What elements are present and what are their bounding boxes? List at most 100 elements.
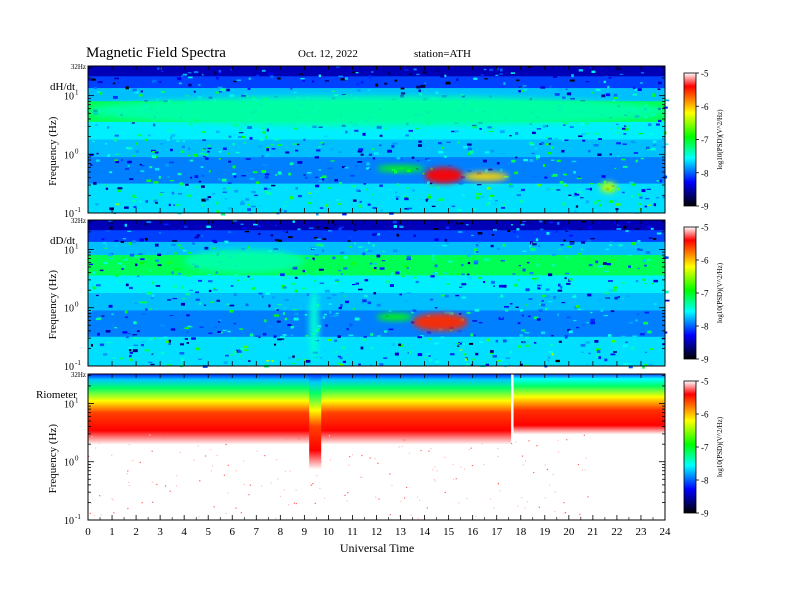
x-tick-label: 22: [611, 526, 622, 538]
background-band: [88, 293, 665, 312]
x-tick-label: 20: [563, 526, 575, 538]
colorbar-tick-label: -9: [701, 355, 709, 365]
x-tick-label: 23: [635, 526, 647, 538]
riometer-band: [513, 374, 665, 435]
page-title: Magnetic Field Spectra: [86, 45, 226, 61]
y-tick-exponent: 1: [75, 242, 79, 250]
y-axis-ticks: [88, 221, 665, 367]
colorbar-tick-label: -9: [701, 509, 709, 519]
y-axis-label: Frequency (Hz): [47, 116, 59, 186]
y-tick-label: 10: [64, 209, 74, 220]
x-tick-label: 12: [371, 526, 382, 538]
panel-label: dH/dt: [50, 81, 75, 93]
x-tick-label: 21: [587, 526, 598, 538]
background-band: [88, 121, 665, 140]
station-label: station=ATH: [414, 48, 471, 60]
y-tick-label: 10: [64, 150, 74, 161]
y-tick-exponent: -1: [75, 359, 81, 367]
x-tick-label: 0: [85, 526, 91, 538]
colorbar-tick-label: -5: [701, 69, 709, 79]
colorbar-label: log10(PSD)(V^2/Hz): [716, 416, 724, 477]
x-tick-label: 3: [157, 526, 163, 538]
y-tick-exponent: 1: [75, 396, 79, 404]
riometer-band: [88, 374, 512, 445]
y-tick-label: 10: [64, 362, 74, 373]
noise-texture: [88, 220, 670, 369]
y-axis-ticks: [88, 375, 665, 521]
y-tick-exponent: 0: [75, 147, 79, 155]
y-axis-label: Frequency (Hz): [47, 270, 59, 340]
date-label: Oct. 12, 2022: [298, 48, 358, 60]
x-tick-label: 16: [467, 526, 479, 538]
colorbar-label: log10(PSD)(V^2/Hz): [716, 262, 724, 323]
riometer-band: [309, 374, 322, 470]
y-tick-label: 10: [64, 458, 74, 469]
y-tick-label: 10: [64, 516, 74, 527]
y-top-label: 32Hz: [71, 63, 86, 71]
colorbar-tick-label: -7: [701, 443, 709, 453]
colorbar-tick-label: -8: [701, 322, 709, 332]
x-tick-label: 2: [133, 526, 139, 538]
panel-label: Riometer: [36, 389, 77, 401]
y-tick-exponent: -1: [75, 206, 81, 214]
x-tick-label: 10: [323, 526, 335, 538]
colorbar-gradient: [683, 226, 697, 360]
x-tick-label: 18: [515, 526, 527, 538]
background-band: [88, 230, 665, 243]
background-band: [88, 255, 665, 276]
x-tick-label: 11: [347, 526, 358, 538]
colorbar-tick-label: -5: [701, 223, 709, 233]
y-top-label: 32Hz: [71, 217, 86, 225]
colorbar-tick-label: -6: [701, 410, 709, 420]
panel-label: dD/dt: [50, 235, 75, 247]
colorbar-label: log10(PSD)(V^2/Hz): [716, 109, 724, 170]
noise-texture: [88, 66, 670, 216]
colorbar-tick-label: -9: [701, 202, 709, 212]
spectral-feature: [184, 249, 305, 273]
x-tick-label: 1: [109, 526, 115, 538]
x-tick-label: 15: [443, 526, 455, 538]
colorbar-gradient: [683, 380, 697, 514]
x-tick-label: 13: [395, 526, 407, 538]
x-tick-label: 7: [254, 526, 260, 538]
x-tick-label: 14: [419, 526, 431, 538]
x-tick-label: 6: [230, 526, 236, 538]
colorbar-tick-label: -8: [701, 168, 709, 178]
y-tick-label: 10: [64, 304, 74, 315]
colorbar-tick-label: -7: [701, 289, 709, 299]
x-tick-label: 17: [491, 526, 503, 538]
x-tick-label: 5: [205, 526, 211, 538]
spectral-feature: [88, 95, 665, 127]
y-top-label: 32Hz: [71, 371, 86, 379]
x-axis: 0 1 2 3 4 5 6 7 8 9 10 11 12 13 14 15 16 17 18 19 20 21 22 23 24: [85, 66, 671, 538]
spectral-feature: [412, 313, 468, 331]
colorbar-tick-label: -5: [701, 377, 709, 387]
x-tick-label: 4: [181, 526, 187, 538]
y-tick-label: 10: [64, 92, 74, 103]
y-axis-label: Frequency (Hz): [47, 424, 59, 494]
background-band: [88, 157, 665, 185]
background-band: [88, 275, 665, 294]
colorbar-tick-label: -7: [701, 135, 709, 145]
spectral-feature: [424, 167, 464, 184]
x-axis-label: Universal Time: [340, 541, 414, 555]
y-tick-exponent: 0: [75, 455, 79, 463]
colorbar-tick-label: -8: [701, 476, 709, 486]
x-tick-label: 8: [278, 526, 284, 538]
spectral-feature: [309, 290, 319, 362]
background-band: [88, 139, 665, 158]
spectral-feature: [463, 171, 509, 182]
x-tick-label: 9: [302, 526, 308, 538]
y-tick-exponent: -1: [75, 513, 81, 521]
colorbar: -5 -6 -7 -8 -9 log10(PSD)(V^2/Hz): [683, 69, 724, 212]
y-tick-label: 10: [64, 245, 74, 256]
spectral-feature: [376, 313, 413, 321]
background-band: [88, 76, 665, 89]
y-tick-exponent: 0: [75, 301, 79, 309]
colorbar: -5 -6 -7 -8 -9 log10(PSD)(V^2/Hz): [683, 223, 724, 365]
colorbar-tick-label: -6: [701, 256, 709, 266]
y-axis-ticks: [88, 67, 665, 214]
